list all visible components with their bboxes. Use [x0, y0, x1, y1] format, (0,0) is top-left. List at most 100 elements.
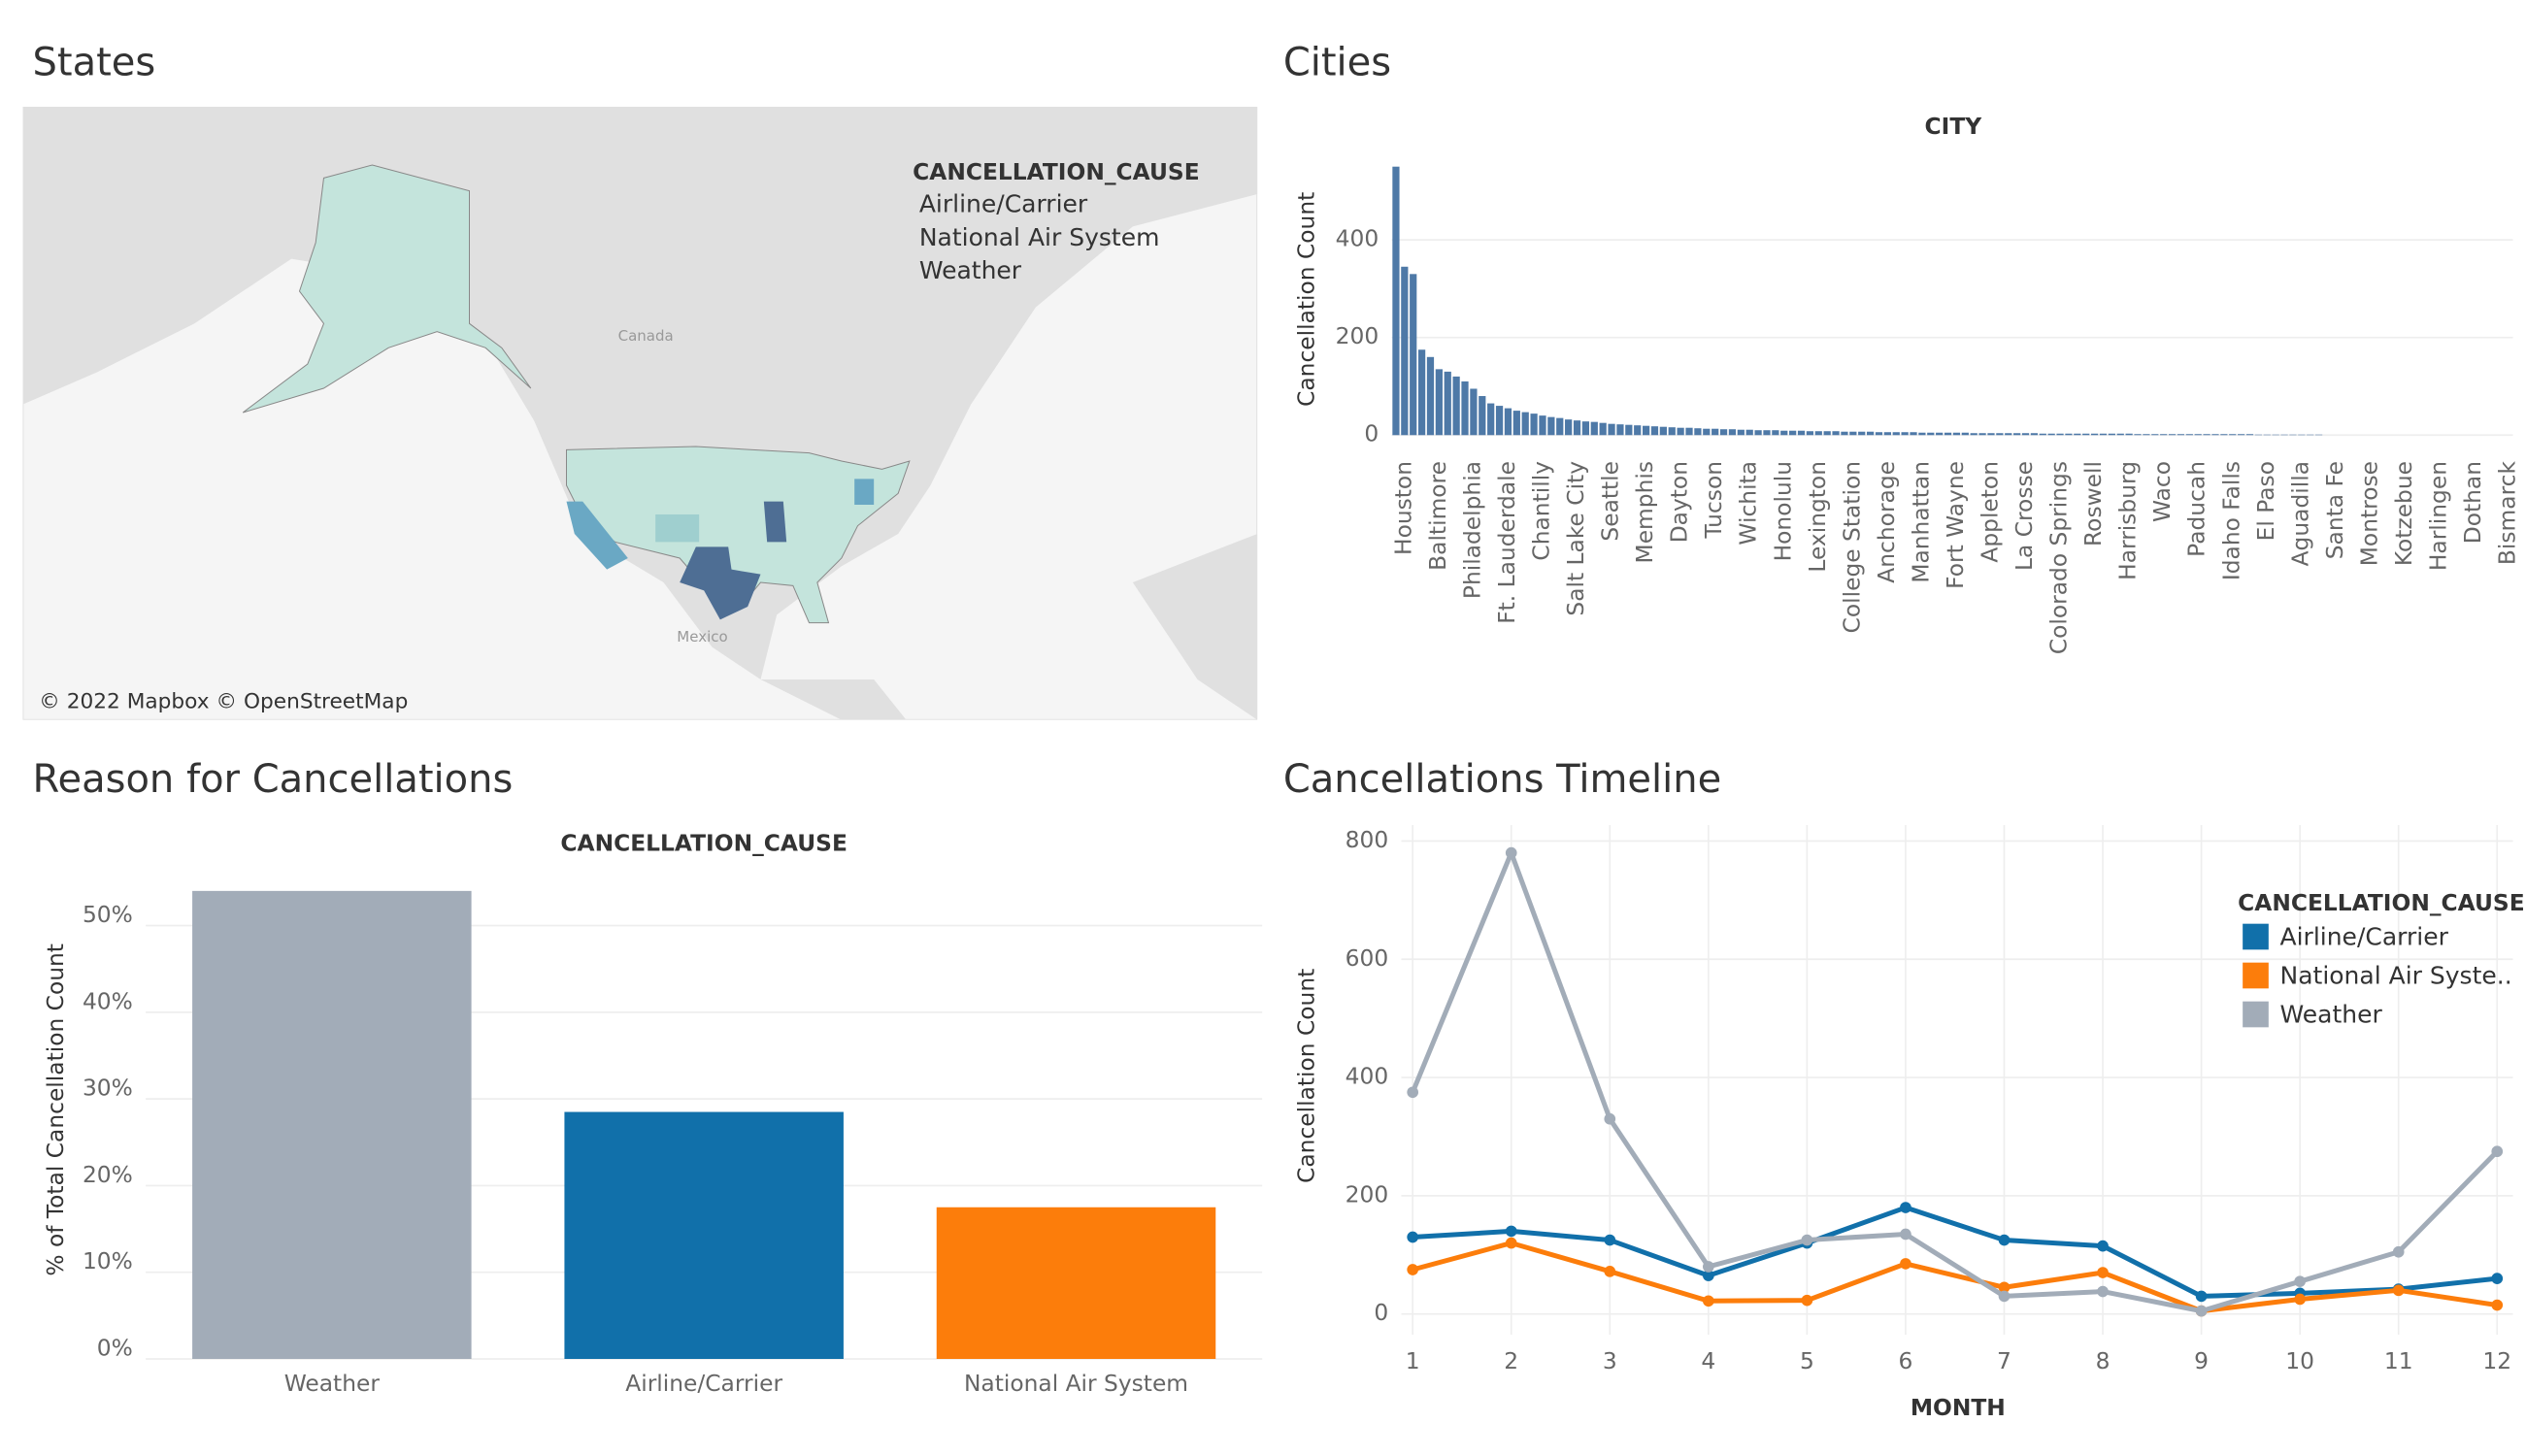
bar	[1410, 274, 1417, 436]
x-tick-label: National Air System	[964, 1370, 1188, 1397]
x-tick-label: Airline/Carrier	[625, 1370, 782, 1397]
bar	[1970, 433, 1978, 436]
bar	[1996, 433, 2004, 436]
y-tick-label: 10%	[83, 1247, 133, 1274]
x-tick-label: 11	[2384, 1347, 2413, 1374]
bar	[2289, 434, 2297, 436]
x-tick-label: 12	[2482, 1347, 2511, 1374]
x-tick-label: 6	[1899, 1347, 1913, 1374]
line	[1410, 850, 2500, 1314]
bar	[1780, 430, 1788, 436]
x-tick-label: Harrisburg	[2114, 461, 2142, 580]
legend-item: Airline/Carrier	[2280, 923, 2449, 951]
bar	[1944, 432, 1952, 436]
bar	[2099, 433, 2108, 436]
x-tick-label: El Paso	[2252, 461, 2279, 541]
bar	[1452, 376, 1460, 436]
bar	[2238, 434, 2245, 436]
bar	[1530, 414, 1538, 436]
bar	[1936, 432, 1944, 436]
point	[1407, 1264, 1419, 1275]
y-tick-label: 0	[1364, 420, 1379, 447]
bar	[1435, 369, 1443, 436]
legend-swatch	[2243, 1001, 2269, 1028]
point	[2392, 1284, 2405, 1297]
x-tick-label: Anchorage	[1873, 461, 1900, 583]
line	[1412, 1241, 2498, 1314]
bar	[1479, 396, 1486, 436]
y-tick-label: 50%	[83, 901, 133, 928]
x-tick-label: Seattle	[1597, 461, 1624, 542]
point	[1801, 1294, 1813, 1307]
bar	[1495, 406, 1504, 436]
bar	[1719, 429, 1728, 436]
bar	[1426, 356, 1435, 436]
x-tick-label: 9	[2194, 1347, 2209, 1374]
point	[1998, 1234, 2011, 1246]
bar	[1858, 431, 1866, 436]
x-tick-label: 8	[2096, 1347, 2111, 1374]
y-tick-label: 200	[1336, 322, 1379, 349]
bar	[1814, 431, 1822, 436]
point	[1703, 1270, 1714, 1281]
x-axis-label: MONTH	[1911, 1394, 2006, 1421]
bar	[1703, 428, 1711, 436]
bar	[2108, 433, 2115, 436]
x-tick-label: Wichita	[1735, 461, 1762, 546]
y-tick-label: 400	[1346, 1063, 1389, 1090]
point	[2097, 1240, 2109, 1252]
legend-item: Airline/Carrier	[919, 190, 1088, 218]
point	[1801, 1234, 1813, 1246]
bar	[1417, 349, 1426, 436]
bar	[1590, 421, 1598, 436]
legend-swatch	[2243, 962, 2269, 989]
bar	[1797, 430, 1806, 436]
bar	[192, 890, 472, 1359]
bar	[1512, 411, 1520, 436]
bar	[1599, 422, 1607, 436]
x-tick-label: Dothan	[2459, 461, 2486, 544]
bar	[2082, 433, 2090, 436]
bar	[936, 1207, 1216, 1359]
x-tick-label: Philadelphia	[1458, 461, 1485, 599]
legend-item: National Air System	[919, 223, 1160, 251]
point	[2294, 1275, 2306, 1288]
legend-item: National Air Syste..	[2280, 962, 2512, 990]
y-axis-label: % of Total Cancellation Count	[42, 943, 69, 1276]
point	[2195, 1290, 2208, 1303]
bar	[1745, 429, 1753, 436]
x-tick-label: 2	[1504, 1347, 1518, 1374]
point	[1900, 1258, 1911, 1270]
point	[1900, 1202, 1911, 1213]
legend-item: Weather	[2280, 1001, 2383, 1029]
bar	[2314, 434, 2323, 436]
bar	[2030, 433, 2039, 436]
x-tick-label: La Crosse	[2011, 461, 2038, 571]
point	[1505, 1237, 1517, 1249]
x-tick-label: Ft. Lauderdale	[1493, 461, 1520, 624]
bar	[1772, 430, 1779, 436]
bar	[2220, 434, 2228, 436]
point	[2195, 1305, 2208, 1317]
legend-title: CANCELLATION_CAUSE	[2238, 889, 2524, 916]
x-tick-label: Colorado Springs	[2045, 461, 2073, 654]
x-tick-label: Manhattan	[1907, 461, 1934, 583]
bar	[2021, 433, 2030, 436]
bar	[1685, 427, 1693, 436]
y-tick-label: 0	[1374, 1299, 1388, 1326]
bar	[2185, 434, 2193, 436]
bar	[2090, 433, 2099, 436]
point	[2491, 1145, 2504, 1158]
bar	[1789, 430, 1797, 436]
map-label: Canada	[618, 327, 674, 345]
bar	[1581, 421, 1590, 436]
legend-swatch	[2243, 923, 2269, 950]
legend-item: Weather	[919, 256, 1022, 284]
bar	[1961, 432, 1969, 436]
map	[22, 107, 1258, 720]
bar	[1832, 431, 1840, 436]
bar	[2056, 433, 2064, 436]
bar	[1712, 428, 1719, 436]
y-tick-label: 40%	[83, 987, 133, 1014]
bar	[2307, 434, 2314, 436]
